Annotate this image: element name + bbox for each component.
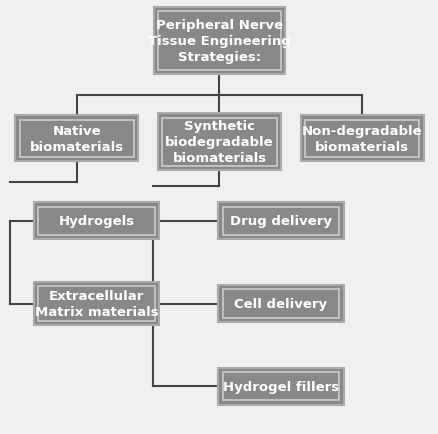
Text: Native
biomaterials: Native biomaterials <box>30 125 124 153</box>
Text: Hydrogels: Hydrogels <box>58 215 134 228</box>
FancyBboxPatch shape <box>300 116 423 161</box>
FancyBboxPatch shape <box>218 203 343 240</box>
Text: Peripheral Nerve
Tissue Engineering
Strategies:: Peripheral Nerve Tissue Engineering Stra… <box>148 19 290 64</box>
Text: Cell delivery: Cell delivery <box>234 297 327 310</box>
FancyBboxPatch shape <box>218 368 343 404</box>
Text: Non-degradable
biomaterials: Non-degradable biomaterials <box>301 125 421 153</box>
Text: Extracellular
Matrix materials: Extracellular Matrix materials <box>35 289 158 318</box>
FancyBboxPatch shape <box>158 114 280 171</box>
FancyBboxPatch shape <box>34 282 159 326</box>
FancyBboxPatch shape <box>218 286 343 322</box>
FancyBboxPatch shape <box>153 7 285 75</box>
Text: Synthetic
biodegradable
biomaterials: Synthetic biodegradable biomaterials <box>165 120 273 165</box>
Text: Drug delivery: Drug delivery <box>230 215 331 228</box>
FancyBboxPatch shape <box>15 116 138 161</box>
Text: Hydrogel fillers: Hydrogel fillers <box>223 380 338 393</box>
FancyBboxPatch shape <box>34 203 159 240</box>
